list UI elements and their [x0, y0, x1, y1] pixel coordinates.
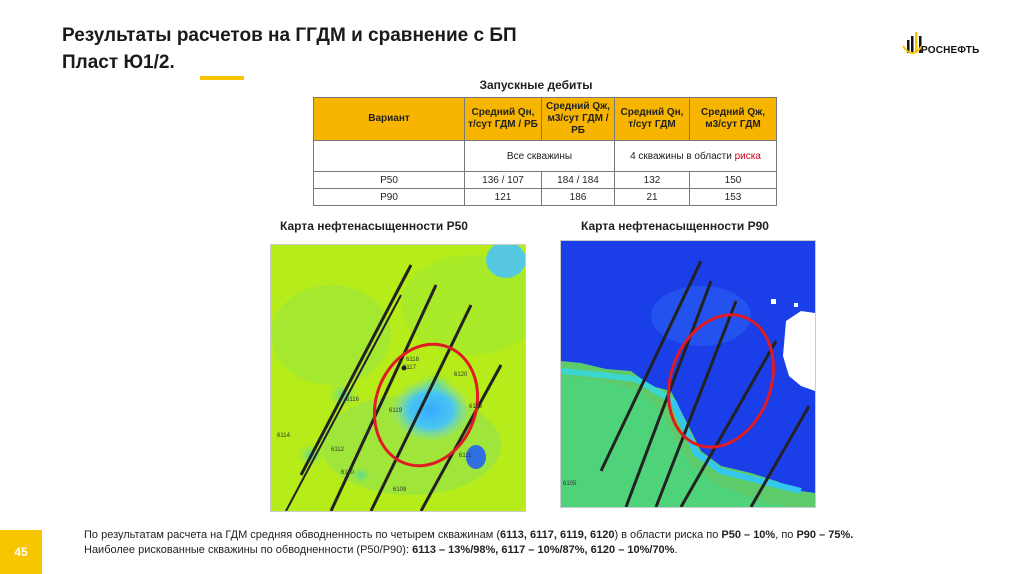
rates-table: Вариант Средний Qн, т/сут ГДМ / РБ Средн… [313, 97, 777, 206]
footer-text: По результатам расчета на ГДМ средняя об… [84, 528, 1014, 558]
map-p90: 6105 [560, 240, 816, 508]
page-number: 45 [0, 530, 42, 574]
cell-qzh-gdm-rb: 184 / 184 [541, 171, 615, 189]
footer-line2-text: Наиболее рискованные скважины по обводне… [84, 544, 413, 556]
group-risk-wells: 4 скважины в области риска [614, 140, 777, 172]
table-group-row: Все скважины 4 скважины в области риска [313, 140, 777, 172]
footer-line1-p90: Р90 – 75%. [796, 529, 854, 541]
header-variant: Вариант [313, 97, 465, 141]
cell-qzh-gdm: 153 [689, 188, 777, 206]
slide-title-line2: Пласт Ю1/2. [62, 52, 175, 73]
cell-qn-gdm-rb: 121 [464, 188, 542, 206]
footer-line2-end: . [674, 544, 678, 556]
rosneft-logo-icon [902, 32, 923, 54]
group-risk-word: риска [734, 150, 761, 162]
header-qn-gdm-rb: Средний Qн, т/сут ГДМ / РБ [464, 97, 542, 141]
table-row: Р50 136 / 107 184 / 184 132 150 [313, 171, 777, 189]
cell-qzh-gdm: 150 [689, 171, 777, 189]
cell-variant: Р90 [313, 188, 465, 206]
table-title: Запускные дебиты [479, 78, 593, 92]
header-qzh-gdm: Средний Qж, м3/сут ГДМ [689, 97, 777, 141]
well-label: 6111 [459, 453, 472, 459]
well-label: 6117 [403, 365, 417, 371]
cell-variant: Р50 [313, 171, 465, 189]
header-qn-gdm: Средний Qн, т/сут ГДМ [614, 97, 690, 141]
slide-title-line1: Результаты расчетов на ГГДМ и сравнение … [62, 25, 517, 46]
table-row: Р90 121 186 21 153 [313, 188, 777, 206]
footer-line1-p50: Р50 – 10% [721, 529, 776, 541]
footer-line1-text-c: , по [775, 529, 797, 541]
footer-line1-wells: 6113, 6117, 6119, 6120 [500, 529, 615, 541]
cell-qn-gdm: 21 [614, 188, 690, 206]
header-qzh-gdm-rb: Средний Qж, м3/сут ГДМ / РБ [541, 97, 615, 141]
cell-qn-gdm-rb: 136 / 107 [464, 171, 542, 189]
group-empty-cell [313, 140, 465, 172]
footer-line1-text-b: ) в области риска по [614, 529, 722, 541]
cell-qn-gdm: 132 [614, 171, 690, 189]
well-label: 6105 [563, 481, 577, 487]
footer-line2-wells: 6113 – 13%/98%, 6117 – 10%/87%, 6120 – 1… [412, 544, 675, 556]
logo-text: РОСНЕФТЬ [921, 45, 980, 56]
footer-line1: По результатам расчета на ГДМ средняя об… [84, 528, 1014, 543]
title-accent-bar [200, 76, 244, 80]
footer-line2: Наиболее рискованные скважины по обводне… [84, 543, 1014, 558]
table-header-row: Вариант Средний Qн, т/сут ГДМ / РБ Средн… [313, 97, 777, 141]
well-label: 6118 [406, 357, 420, 363]
well-label: 6114 [277, 433, 291, 439]
map-p50: 6118 6117 6120 6116 6119 6113 6114 6112 … [270, 244, 526, 512]
map-p50-label: Карта нефтенасыщенности Р50 [280, 219, 468, 233]
group-risk-prefix: 4 скважины в области [630, 150, 735, 162]
group-all-wells: Все скважины [464, 140, 615, 172]
well-label: 6109 [393, 487, 407, 493]
footer-line1-text: По результатам расчета на ГДМ средняя об… [84, 529, 501, 541]
well-label: 6120 [454, 372, 468, 378]
slide-title: Результаты расчетов на ГГДМ и сравнение … [62, 22, 517, 76]
well-label: 6110 [341, 470, 355, 476]
map-p90-label: Карта нефтенасыщенности Р90 [581, 219, 769, 233]
well-label: 6116 [346, 397, 360, 403]
well-label: 6113 [469, 404, 483, 410]
well-label: 6112 [331, 447, 345, 453]
well-label: 6119 [389, 408, 403, 414]
cell-qzh-gdm-rb: 186 [541, 188, 615, 206]
